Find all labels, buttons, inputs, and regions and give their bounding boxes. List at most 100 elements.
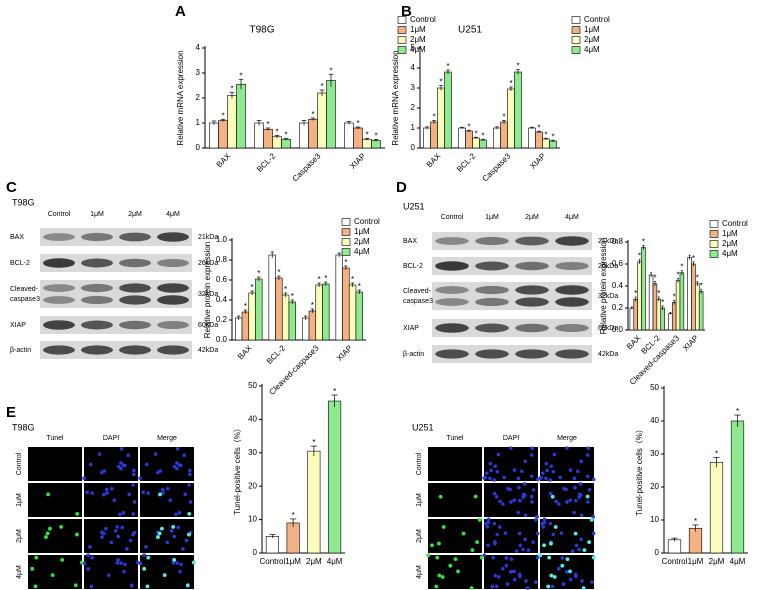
channel-label: DAPI: [503, 435, 519, 442]
nucleus: [585, 453, 590, 457]
row-label: BAX: [403, 238, 417, 245]
legend-key: [397, 36, 407, 44]
micrograph: [84, 555, 138, 589]
nucleus: [121, 511, 126, 515]
nucleus: [514, 549, 519, 553]
nucleus: [512, 577, 517, 582]
bar: [355, 291, 363, 341]
nucleus: [138, 561, 143, 566]
tunel-cell: [448, 563, 453, 568]
micrograph: [428, 447, 482, 481]
bar: [218, 120, 228, 149]
blot-band: [435, 323, 469, 333]
blot-band: [81, 283, 113, 293]
legend-key: [709, 230, 719, 238]
y-tick-label: 0: [196, 143, 201, 152]
nucleus: [120, 525, 125, 530]
row-label: 4μM: [16, 565, 23, 579]
nucleus: [573, 498, 578, 503]
blot-band: [555, 236, 589, 246]
nucleus: [509, 570, 513, 574]
size-label: 42kDa: [598, 351, 618, 358]
nucleus: [497, 525, 502, 529]
blot-band: [435, 349, 469, 359]
row-label: XIAP: [403, 325, 419, 332]
bar: [254, 122, 264, 149]
tunel-cell: [591, 555, 596, 560]
nucleus: [160, 487, 165, 492]
nucleus: [577, 547, 581, 552]
micrograph: [140, 555, 194, 589]
nucleus: [132, 468, 136, 473]
nucleus: [568, 498, 573, 503]
tunel-cell: [582, 548, 587, 553]
nucleus: [132, 500, 137, 504]
bar: [667, 539, 682, 554]
legend-label: Control: [584, 15, 610, 24]
nucleus: [116, 534, 121, 539]
significance-mark: *: [481, 131, 484, 140]
tunel-cell: [568, 569, 572, 574]
lane-label: 2μM: [525, 214, 539, 221]
tunel-cell: [553, 525, 558, 529]
significance-mark: *: [329, 66, 332, 75]
nucleus: [531, 540, 535, 544]
blot-band: [435, 261, 469, 271]
nucleus: [578, 482, 583, 486]
nucleus: [568, 468, 573, 472]
nucleus: [483, 475, 487, 480]
significance-mark: *: [439, 78, 442, 87]
tunel-cell: [587, 540, 592, 545]
nucleus: [558, 475, 562, 480]
micrograph: [428, 483, 482, 517]
nucleus: [153, 452, 158, 456]
nucleus: [127, 492, 132, 497]
legend-key: [571, 36, 581, 44]
nucleus: [184, 538, 189, 543]
nucleus: [556, 567, 561, 571]
tunel-cell: [437, 573, 442, 578]
micrograph: [28, 555, 82, 589]
bar: [514, 71, 522, 149]
tunel-cell: [145, 584, 150, 589]
row-label: Control: [416, 452, 423, 475]
tunel-cell: [573, 531, 578, 536]
tunel-cell: [453, 557, 458, 562]
bar: [281, 294, 290, 341]
nucleus: [560, 556, 565, 560]
significance-mark: *: [634, 289, 637, 298]
bar: [688, 527, 703, 554]
nucleus: [502, 475, 506, 480]
nucleus: [580, 579, 584, 583]
significance-mark: *: [638, 252, 641, 261]
nucleus: [118, 512, 122, 517]
nucleus: [119, 461, 123, 465]
nucleus: [122, 463, 127, 468]
nucleus: [586, 446, 591, 451]
nucleus: [542, 520, 547, 525]
bar: [687, 257, 692, 331]
nucleus: [482, 553, 487, 558]
nucleus: [123, 562, 127, 567]
tunel-cell: [162, 573, 167, 578]
tunel-cell: [470, 548, 475, 553]
legend-key: [709, 240, 719, 248]
y-axis-label: Relative mRNA expression: [391, 50, 400, 145]
significance-mark: *: [333, 387, 336, 396]
bar: [679, 272, 685, 331]
nucleus: [486, 520, 491, 525]
y-tick-label: 0.4: [216, 295, 228, 304]
nucleus: [551, 532, 555, 537]
significance-mark: *: [700, 281, 703, 290]
nucleus: [135, 560, 140, 565]
nucleus: [572, 510, 576, 515]
nucleus: [485, 525, 490, 529]
nucleus: [90, 555, 95, 560]
tunel-cell: [33, 584, 38, 589]
bar: [648, 274, 654, 331]
x-tick-label: XIAP: [681, 334, 700, 353]
blot-strip: [432, 257, 592, 275]
significance-mark: *: [657, 289, 660, 298]
nucleus: [495, 469, 500, 474]
nucleus: [166, 486, 170, 491]
